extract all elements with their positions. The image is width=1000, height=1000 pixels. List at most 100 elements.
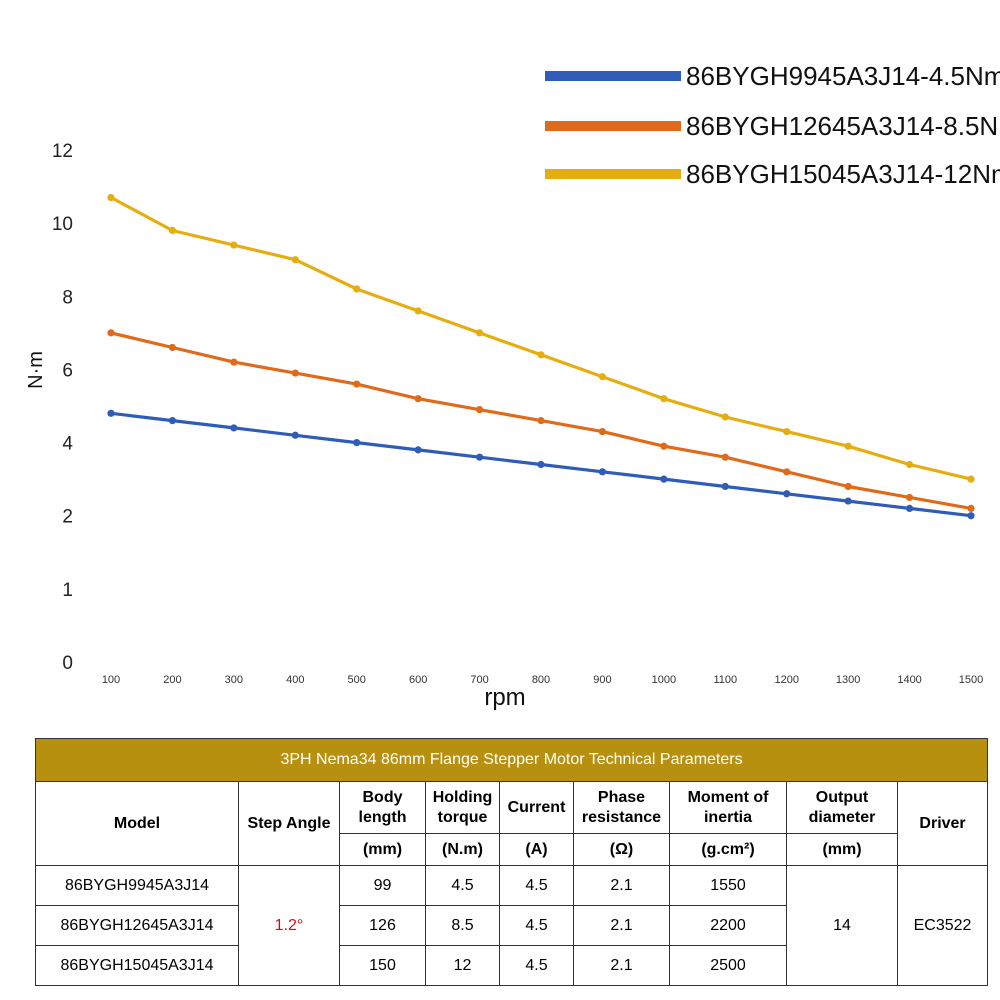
legend-swatch <box>545 121 681 131</box>
data-point <box>475 453 484 461</box>
data-point <box>475 406 484 414</box>
data-point <box>168 226 177 235</box>
y-tick-label: 1 <box>62 580 73 601</box>
header-model: Model <box>35 781 239 866</box>
data-point <box>783 490 791 498</box>
x-axis-label: rpm <box>484 684 525 711</box>
unit-body-length: (mm) <box>339 833 426 866</box>
legend-label: 86BYGH12645A3J14-8.5Nm <box>686 111 1000 141</box>
cell-holding-torque: 8.5 <box>425 905 500 946</box>
data-point <box>844 442 852 450</box>
x-tick-label: 500 <box>348 674 366 686</box>
x-tick-label: 1400 <box>897 674 921 686</box>
data-point <box>783 468 791 476</box>
data-point <box>230 424 238 432</box>
cell-body-length: 150 <box>339 945 426 986</box>
chart-legend: 86BYGH9945A3J14-4.5Nm 86BYGH12645A3J14-8.… <box>545 61 1000 189</box>
unit-current: (A) <box>499 833 574 866</box>
cell-model: 86BYGH12645A3J14 <box>35 905 239 946</box>
cell-phase-resistance: 2.1 <box>573 905 670 946</box>
x-tick-label: 1500 <box>959 674 983 686</box>
x-tick-label: 1200 <box>774 674 798 686</box>
cell-step-angle: 1.2° <box>238 865 340 986</box>
data-point <box>905 460 914 469</box>
data-point <box>967 512 975 520</box>
cell-body-length: 126 <box>339 905 426 946</box>
data-point <box>660 475 668 483</box>
data-point <box>168 417 177 425</box>
header-current: Current <box>499 781 574 834</box>
data-point <box>291 256 299 264</box>
x-tick-label: 600 <box>409 674 427 686</box>
data-point <box>230 241 238 249</box>
legend-label: 86BYGH9945A3J14-4.5Nm <box>686 61 1000 91</box>
cell-holding-torque: 4.5 <box>425 865 500 906</box>
y-tick-label: 2 <box>62 507 73 528</box>
header-holding-torque: Holding torque <box>425 781 500 834</box>
cell-inertia: 1550 <box>669 865 787 906</box>
unit-moment-inertia: (g.cm²) <box>669 833 787 866</box>
cell-current: 4.5 <box>499 865 574 906</box>
cell-current: 4.5 <box>499 905 574 946</box>
data-point <box>537 351 545 359</box>
y-tick-label: 6 <box>62 360 73 381</box>
header-phase-resistance: Phase resistance <box>573 781 670 834</box>
cell-body-length: 99 <box>339 865 426 906</box>
data-point <box>168 343 177 352</box>
cell-model: 86BYGH9945A3J14 <box>35 865 239 906</box>
table-row: 86BYGH9945A3J14 1.2° 99 4.5 4.5 2.1 1550… <box>35 865 989 986</box>
data-point <box>844 497 852 505</box>
x-tick-label: 1300 <box>836 674 860 686</box>
torque-speed-chart: 86BYGH9945A3J14-4.5Nm 86BYGH12645A3J14-8.… <box>25 61 1000 711</box>
data-point <box>107 193 115 202</box>
y-axis-label: N·m <box>25 351 47 389</box>
legend-swatch <box>545 169 681 179</box>
cell-model: 86BYGH15045A3J14 <box>35 945 239 986</box>
y-tick-label: 8 <box>62 287 73 308</box>
data-point <box>660 442 668 450</box>
data-point <box>598 468 607 476</box>
data-point <box>107 329 115 337</box>
y-tick-label: 12 <box>52 141 73 162</box>
data-point <box>537 417 545 425</box>
data-point <box>783 428 791 436</box>
chart-series <box>107 193 975 520</box>
x-tick-label: 1000 <box>652 674 676 686</box>
series-line <box>110 196 972 481</box>
header-body-length: Body length <box>339 781 426 834</box>
data-point <box>905 504 914 512</box>
y-tick-label: 4 <box>62 434 73 455</box>
unit-output-diameter: (mm) <box>786 833 898 866</box>
header-output-diameter: Output diameter <box>786 781 898 834</box>
unit-holding-torque: (N.m) <box>425 833 500 866</box>
unit-phase-resistance: (Ω) <box>573 833 670 866</box>
data-point <box>844 482 852 491</box>
data-point <box>967 475 975 483</box>
legend-label: 86BYGH15045A3J14-12Nm <box>686 159 1000 189</box>
data-point <box>353 380 361 388</box>
table-row: 86BYGH15045A3J14 150 12 4.5 2.1 2500 <box>35 945 988 986</box>
table-title: 3PH Nema34 86mm Flange Stepper Motor Tec… <box>34 738 989 782</box>
data-point <box>660 395 668 403</box>
header-moment-inertia: Moment of inertia <box>669 781 787 834</box>
data-point <box>230 358 238 366</box>
x-tick-label: 100 <box>102 674 120 686</box>
x-tick-label: 400 <box>286 674 304 686</box>
table-row: 86BYGH12645A3J14 126 8.5 4.5 2.1 2200 <box>35 905 988 946</box>
cell-current: 4.5 <box>499 945 574 986</box>
data-point <box>414 307 422 315</box>
cell-holding-torque: 12 <box>425 945 500 986</box>
data-point <box>291 369 299 377</box>
data-point <box>291 431 299 439</box>
x-tick-label: 900 <box>593 674 611 686</box>
data-point <box>414 395 422 403</box>
data-point <box>353 285 361 293</box>
y-tick-label: 10 <box>52 214 73 235</box>
data-point <box>598 428 607 436</box>
data-point <box>721 482 729 491</box>
data-point <box>905 493 914 502</box>
technical-parameters-table: 3PH Nema34 86mm Flange Stepper Motor Tec… <box>34 738 989 986</box>
y-tick-label: 0 <box>62 653 73 674</box>
cell-phase-resistance: 2.1 <box>573 945 670 986</box>
